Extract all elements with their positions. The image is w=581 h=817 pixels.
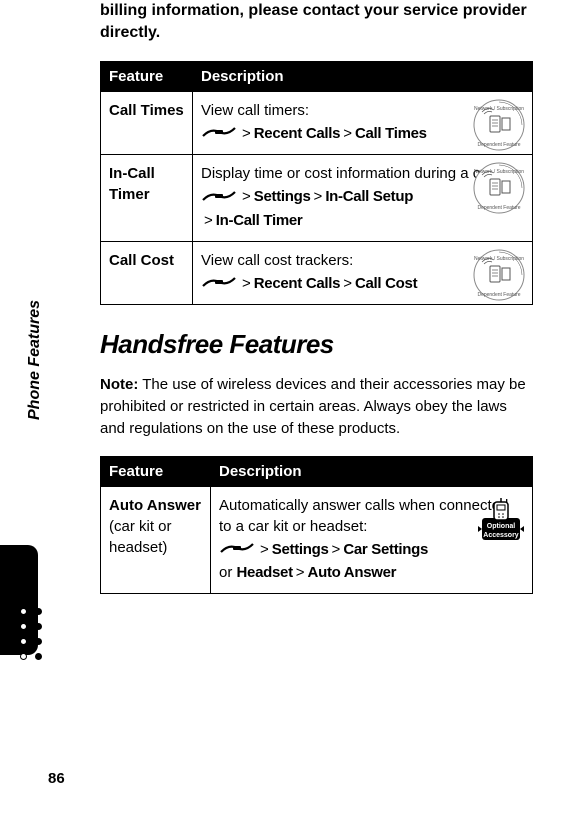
table-row: Call Times View call timers: >Recent Cal… — [101, 91, 533, 155]
menu-key-icon — [201, 273, 237, 294]
menu-step: Headset — [237, 564, 293, 581]
menu-step: Settings — [254, 188, 311, 205]
menu-step: Recent Calls — [254, 125, 340, 142]
feature-desc-incall-timer: Display time or cost information during … — [193, 155, 533, 242]
feature-name-call-times: Call Times — [101, 91, 193, 155]
handsfree-features-table: Feature Description Auto Answer (car kit… — [100, 456, 533, 595]
menu-step: Settings — [272, 541, 329, 558]
menu-key-icon — [201, 187, 237, 208]
feature-sub: (car kit or headset) — [109, 516, 202, 558]
note-label: Note: — [100, 376, 138, 393]
network-subscription-badge-icon — [472, 98, 526, 152]
feature-name-incall-timer: In-Call Timer — [101, 155, 193, 242]
feature-desc-call-cost: View call cost trackers: >Recent Calls>C… — [193, 241, 533, 305]
menu-path-cont: or Headset>Auto Answer — [219, 562, 524, 583]
feature-desc-auto-answer: Automatically answer calls when connecte… — [211, 486, 533, 594]
menu-step: Car Settings — [343, 541, 428, 558]
feature-name-auto-answer: Auto Answer (car kit or headset) — [101, 486, 211, 594]
intro-paragraph: billing information, please contact your… — [100, 0, 533, 45]
optional-accessory-badge-icon — [476, 493, 526, 551]
menu-key-icon — [219, 539, 255, 560]
menu-step: Call Cost — [355, 275, 417, 292]
menu-step: Auto Answer — [308, 564, 397, 581]
menu-step: Call Times — [355, 125, 427, 142]
table-row: Auto Answer (car kit or headset) Automat… — [101, 486, 533, 594]
or-word: or — [219, 564, 232, 581]
note-paragraph: Note: The use of wireless devices and th… — [100, 374, 533, 439]
page-tab-dots-icon — [20, 608, 42, 660]
menu-step: Recent Calls — [254, 275, 340, 292]
menu-step: In-Call Timer — [216, 212, 303, 229]
table2-header-feature: Feature — [101, 456, 211, 486]
network-subscription-badge-icon — [472, 161, 526, 215]
side-section-label: Phone Features — [26, 300, 44, 420]
table1-header-feature: Feature — [101, 61, 193, 91]
table1-header-description: Description — [193, 61, 533, 91]
feature-name-call-cost: Call Cost — [101, 241, 193, 305]
table-row: In-Call Timer Display time or cost infor… — [101, 155, 533, 242]
network-subscription-badge-icon — [472, 248, 526, 302]
feature-desc-call-times: View call timers: >Recent Calls>Call Tim… — [193, 91, 533, 155]
menu-step: In-Call Setup — [325, 188, 413, 205]
page-number: 86 — [48, 770, 65, 787]
menu-key-icon — [201, 123, 237, 144]
feature-main: Auto Answer — [109, 495, 202, 516]
section-heading-handsfree: Handsfree Features — [100, 329, 533, 360]
call-features-table: Feature Description Call Times View call… — [100, 61, 533, 306]
table2-header-description: Description — [211, 456, 533, 486]
table-row: Call Cost View call cost trackers: >Rece… — [101, 241, 533, 305]
note-body: The use of wireless devices and their ac… — [100, 376, 526, 437]
